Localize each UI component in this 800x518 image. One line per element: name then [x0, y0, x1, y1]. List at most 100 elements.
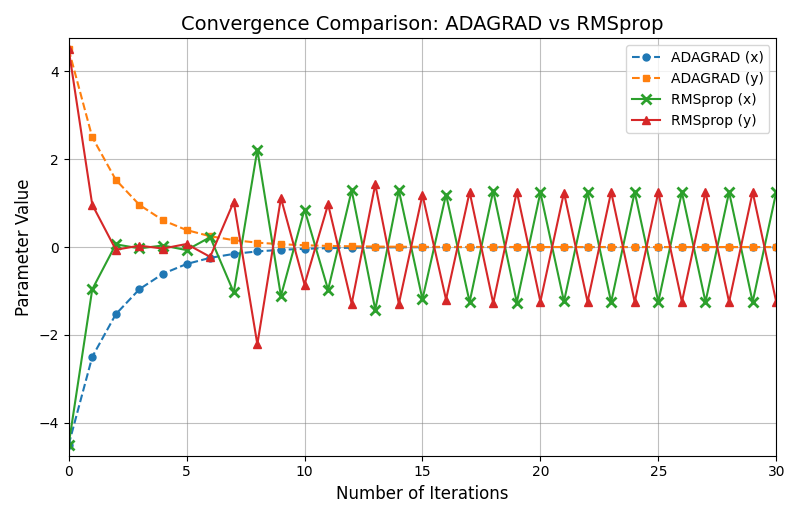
- ADAGRAD (y): [182, 227, 191, 233]
- RMSprop (x): [677, 189, 686, 195]
- ADAGRAD (y): [276, 241, 286, 247]
- RMSprop (y): [606, 189, 616, 195]
- ADAGRAD (x): [111, 311, 121, 318]
- RMSprop (x): [724, 189, 734, 195]
- RMSprop (x): [489, 188, 498, 194]
- RMSprop (y): [182, 241, 191, 247]
- RMSprop (x): [300, 206, 310, 212]
- ADAGRAD (x): [134, 286, 144, 292]
- RMSprop (y): [323, 201, 333, 207]
- RMSprop (x): [64, 442, 74, 448]
- ADAGRAD (y): [559, 244, 569, 250]
- ADAGRAD (y): [654, 244, 663, 250]
- ADAGRAD (y): [300, 242, 310, 248]
- ADAGRAD (x): [64, 442, 74, 448]
- ADAGRAD (y): [512, 244, 522, 250]
- ADAGRAD (x): [370, 244, 380, 251]
- ADAGRAD (x): [465, 244, 474, 250]
- RMSprop (x): [276, 293, 286, 299]
- RMSprop (x): [394, 187, 404, 193]
- ADAGRAD (y): [771, 244, 781, 250]
- Line: RMSprop (y): RMSprop (y): [65, 45, 781, 349]
- ADAGRAD (y): [724, 244, 734, 250]
- RMSprop (y): [559, 190, 569, 196]
- ADAGRAD (y): [206, 233, 215, 239]
- X-axis label: Number of Iterations: Number of Iterations: [336, 485, 509, 503]
- RMSprop (y): [535, 298, 545, 305]
- RMSprop (y): [229, 198, 238, 205]
- RMSprop (x): [418, 296, 427, 303]
- RMSprop (x): [323, 286, 333, 293]
- RMSprop (y): [582, 299, 592, 305]
- ADAGRAD (y): [701, 244, 710, 250]
- ADAGRAD (y): [535, 244, 545, 250]
- ADAGRAD (x): [394, 244, 404, 250]
- RMSprop (y): [347, 300, 357, 307]
- Line: ADAGRAD (x): ADAGRAD (x): [65, 243, 780, 448]
- ADAGRAD (x): [512, 244, 522, 250]
- ADAGRAD (y): [442, 244, 451, 250]
- ADAGRAD (x): [748, 244, 758, 250]
- RMSprop (x): [206, 234, 215, 240]
- Title: Convergence Comparison: ADAGRAD vs RMSprop: Convergence Comparison: ADAGRAD vs RMSpr…: [182, 15, 664, 34]
- ADAGRAD (x): [442, 244, 451, 250]
- RMSprop (y): [748, 189, 758, 195]
- ADAGRAD (y): [370, 243, 380, 250]
- ADAGRAD (x): [677, 244, 686, 250]
- ADAGRAD (x): [630, 244, 639, 250]
- RMSprop (y): [630, 299, 639, 305]
- ADAGRAD (x): [418, 244, 427, 250]
- RMSprop (x): [253, 147, 262, 153]
- RMSprop (y): [701, 189, 710, 195]
- ADAGRAD (x): [654, 244, 663, 250]
- RMSprop (y): [654, 189, 663, 195]
- RMSprop (y): [677, 299, 686, 305]
- RMSprop (y): [300, 281, 310, 287]
- ADAGRAD (y): [158, 217, 168, 223]
- ADAGRAD (y): [323, 243, 333, 249]
- ADAGRAD (x): [182, 261, 191, 267]
- RMSprop (y): [442, 296, 451, 303]
- RMSprop (x): [347, 188, 357, 194]
- RMSprop (y): [771, 299, 781, 305]
- ADAGRAD (x): [559, 244, 569, 250]
- RMSprop (y): [724, 299, 734, 305]
- RMSprop (y): [276, 195, 286, 201]
- ADAGRAD (y): [418, 244, 427, 250]
- RMSprop (x): [606, 299, 616, 305]
- ADAGRAD (y): [606, 244, 616, 250]
- ADAGRAD (y): [394, 243, 404, 250]
- RMSprop (x): [87, 286, 97, 293]
- RMSprop (y): [64, 46, 74, 52]
- ADAGRAD (y): [677, 244, 686, 250]
- ADAGRAD (x): [158, 270, 168, 277]
- RMSprop (x): [134, 245, 144, 251]
- RMSprop (y): [465, 189, 474, 195]
- RMSprop (x): [535, 190, 545, 196]
- RMSprop (x): [512, 299, 522, 306]
- RMSprop (x): [182, 247, 191, 253]
- RMSprop (x): [559, 298, 569, 305]
- RMSprop (x): [748, 299, 758, 305]
- ADAGRAD (x): [701, 244, 710, 250]
- ADAGRAD (x): [300, 246, 310, 252]
- RMSprop (y): [206, 254, 215, 260]
- ADAGRAD (y): [64, 46, 74, 52]
- ADAGRAD (x): [206, 255, 215, 261]
- RMSprop (y): [418, 192, 427, 198]
- ADAGRAD (x): [253, 248, 262, 254]
- RMSprop (y): [394, 300, 404, 307]
- ADAGRAD (y): [630, 244, 639, 250]
- ADAGRAD (x): [347, 244, 357, 251]
- ADAGRAD (y): [465, 244, 474, 250]
- ADAGRAD (x): [724, 244, 734, 250]
- RMSprop (y): [87, 202, 97, 208]
- RMSprop (x): [229, 289, 238, 295]
- ADAGRAD (x): [87, 354, 97, 360]
- RMSprop (y): [111, 247, 121, 253]
- RMSprop (x): [701, 299, 710, 305]
- Line: RMSprop (x): RMSprop (x): [64, 145, 781, 450]
- ADAGRAD (x): [489, 244, 498, 250]
- ADAGRAD (x): [535, 244, 545, 250]
- RMSprop (x): [158, 242, 168, 249]
